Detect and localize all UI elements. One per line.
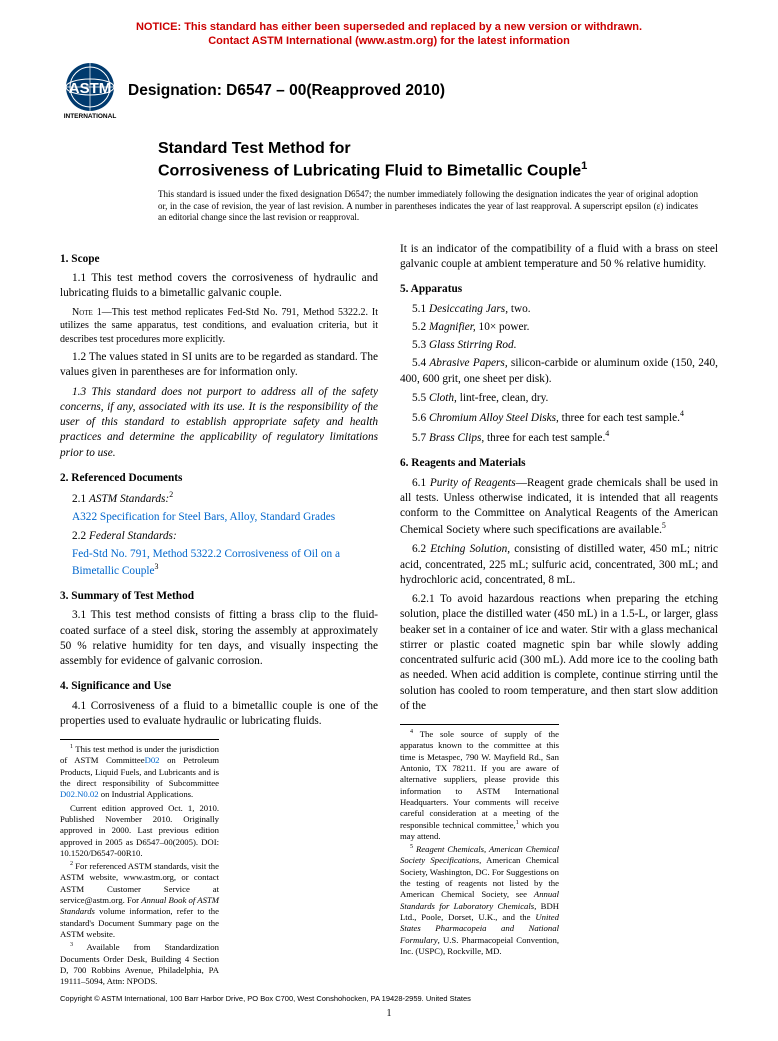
p5-6-n: 5.6 [412, 412, 429, 424]
p5-5-n: 5.5 [412, 392, 429, 404]
p6-1-n: 6.1 [412, 477, 430, 489]
title-line1: Standard Test Method for [158, 139, 718, 159]
note1-text: 1—This test method replicates Fed-Std No… [60, 307, 378, 345]
fn1-link2[interactable]: D02.N0.02 [60, 789, 99, 799]
fn4-t1: The sole source of supply of the apparat… [400, 729, 559, 830]
p5-3-n: 5.3 [412, 339, 429, 351]
fn1-link1[interactable]: D02 [145, 755, 160, 765]
fn3: 3 Available from Standardization Documen… [60, 942, 219, 987]
ref-a322-title: Specification for Steel Bars, Alloy, Sta… [97, 511, 335, 523]
sec5-head: 5. Apparatus [400, 282, 718, 297]
p5-4: 5.4 Abrasive Papers, silicon-carbide or … [400, 356, 718, 387]
copyright: Copyright © ASTM International, 100 Barr… [60, 994, 471, 1003]
fn3-t: Available from Standardization Documents… [60, 942, 219, 986]
fn2: 2 For referenced ASTM standards, visit t… [60, 861, 219, 940]
note1-label: Note [72, 307, 97, 318]
ref-a322[interactable]: A322 Specification for Steel Bars, Alloy… [72, 510, 378, 525]
footnotes-right: 4 The sole source of supply of the appar… [400, 724, 559, 957]
p5-6-sup: 4 [680, 409, 684, 418]
p5-2: 5.2 Magnifier, 10× power. [412, 320, 718, 335]
footnotes-left: 1 This test method is under the jurisdic… [60, 739, 219, 988]
sec4-head: 4. Significance and Use [60, 679, 378, 694]
p5-3: 5.3 Glass Stirring Rod. [412, 338, 718, 353]
title-line2: Corrosiveness of Lubricating Fluid to Bi… [158, 159, 718, 181]
p5-6: 5.6 Chromium Alloy Steel Disks, three fo… [412, 409, 718, 426]
p5-3-i: Glass Stirring Rod. [429, 339, 517, 351]
right-column: It is an indicator of the compatibility … [400, 242, 718, 990]
ref-fedstd-sup: 3 [155, 562, 159, 571]
ref-a322-code: A322 [72, 511, 97, 523]
astm-logo: ASTM INTERNATIONAL [60, 61, 120, 121]
p1-3: 1.3 This standard does not purport to ad… [60, 385, 378, 461]
ref-fedstd-code: Fed-Std No. 791, Method 5322.2 [72, 548, 222, 560]
sec1-head: 1. Scope [60, 252, 378, 267]
p2-2: 2.2 Federal Standards: [72, 529, 378, 544]
left-column: 1. Scope 1.1 This test method covers the… [60, 242, 378, 990]
p2-1-sup: 2 [169, 490, 173, 499]
p6-1-i: Purity of Reagents [430, 477, 516, 489]
p5-2-t: 10× power. [476, 321, 530, 333]
p5-7: 5.7 Brass Clips, three for each test sam… [412, 429, 718, 446]
page-number: 1 [0, 1008, 778, 1019]
p5-2-n: 5.2 [412, 321, 429, 333]
note1: Note 1—This test method replicates Fed-S… [60, 306, 378, 347]
p6-1: 6.1 Purity of Reagents—Reagent grade che… [400, 476, 718, 539]
p5-1: 5.1 Desiccating Jars, two. [412, 302, 718, 317]
p6-1-sup: 5 [662, 521, 666, 530]
designation: Designation: D6547 – 00(Reapproved 2010) [128, 82, 445, 100]
ref-fedstd[interactable]: Fed-Std No. 791, Method 5322.2 Corrosive… [72, 547, 378, 579]
p5-7-t: three for each test sample. [484, 432, 605, 444]
title-main-text: Corrosiveness of Lubricating Fluid to Bi… [158, 162, 581, 179]
fn4: 4 The sole source of supply of the appar… [400, 729, 559, 842]
issuance-note: This standard is issued under the fixed … [158, 189, 698, 224]
p1-2: 1.2 The values stated in SI units are to… [60, 350, 378, 381]
p5-1-i: Desiccating Jars, [429, 303, 508, 315]
logo-text-top: ASTM [69, 80, 112, 97]
p5-6-i: Chromium Alloy Steel Disks, [429, 412, 559, 424]
p6-2: 6.2 Etching Solution, consisting of dist… [400, 542, 718, 588]
body-columns: 1. Scope 1.1 This test method covers the… [60, 242, 718, 990]
logo-text-bottom: INTERNATIONAL [64, 113, 117, 120]
fn5: 5 Reagent Chemicals, American Chemical S… [400, 844, 559, 957]
p5-1-t: two. [508, 303, 531, 315]
p5-5-t: lint-free, clean, dry. [457, 392, 548, 404]
p2-2-label: Federal Standards: [89, 530, 177, 542]
fn1-cont: Current edition approved Oct. 1, 2010. P… [60, 803, 219, 860]
fn1-t3: on Industrial Applications. [99, 789, 194, 799]
supersession-notice: NOTICE: This standard has either been su… [60, 20, 718, 49]
header-row: ASTM INTERNATIONAL Designation: D6547 – … [60, 61, 718, 121]
p5-1-n: 5.1 [412, 303, 429, 315]
p2-1-num: 2.1 [72, 493, 89, 505]
p5-4-n: 5.4 [412, 357, 429, 369]
p3-1: 3.1 This test method consists of fitting… [60, 608, 378, 669]
p2-1-label: ASTM Standards: [89, 493, 169, 505]
p4-1: 4.1 Corrosiveness of a fluid to a bimeta… [60, 699, 378, 730]
title-sup: 1 [581, 160, 587, 172]
sec3-head: 3. Summary of Test Method [60, 589, 378, 604]
p5-5: 5.5 Cloth, lint-free, clean, dry. [412, 391, 718, 406]
p6-2-n: 6.2 [412, 543, 430, 555]
p5-7-i: Brass Clips, [429, 432, 484, 444]
p6-2-i: Etching Solution, [430, 543, 510, 555]
p1-1: 1.1 This test method covers the corrosiv… [60, 271, 378, 302]
p5-2-i: Magnifier, [429, 321, 476, 333]
notice-line2: Contact ASTM International (www.astm.org… [208, 35, 570, 47]
p5-6-t: three for each test sample. [559, 412, 680, 424]
title-block: Standard Test Method for Corrosiveness o… [158, 139, 718, 181]
p5-7-n: 5.7 [412, 432, 429, 444]
sec6-head: 6. Reagents and Materials [400, 456, 718, 471]
p5-5-i: Cloth, [429, 392, 457, 404]
notice-line1: NOTICE: This standard has either been su… [136, 21, 642, 33]
p2-1: 2.1 ASTM Standards:2 [72, 490, 378, 507]
p5-7-sup: 4 [605, 429, 609, 438]
p6-2-1: 6.2.1 To avoid hazardous reactions when … [400, 592, 718, 714]
fn1: 1 This test method is under the jurisdic… [60, 744, 219, 801]
p5-4-i: Abrasive Papers, [429, 357, 507, 369]
document-page: NOTICE: This standard has either been su… [0, 0, 778, 1010]
p2-2-num: 2.2 [72, 530, 89, 542]
sec2-head: 2. Referenced Documents [60, 471, 378, 486]
p4-cont: It is an indicator of the compatibility … [400, 242, 718, 273]
